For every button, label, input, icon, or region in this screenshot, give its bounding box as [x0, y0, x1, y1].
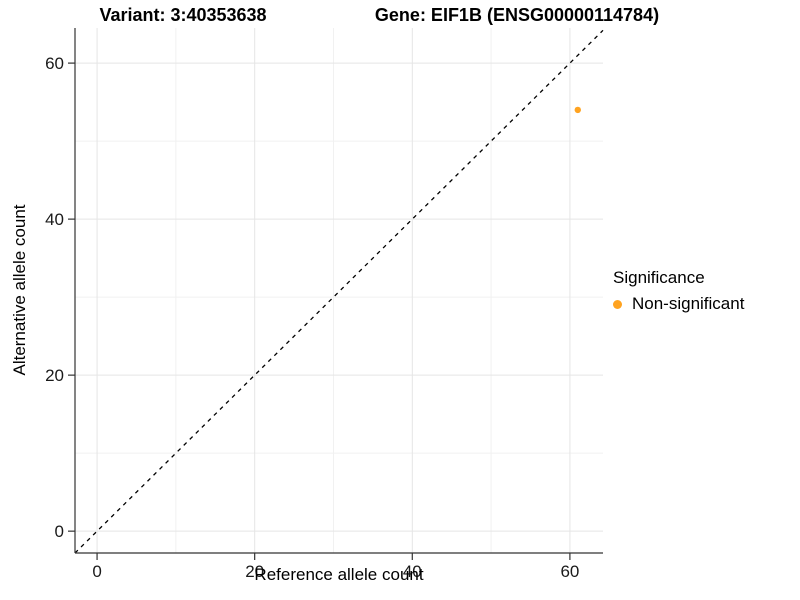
y-tick-label: 20: [45, 366, 64, 385]
variant-title: Variant: 3:40353638: [99, 5, 267, 25]
x-tick-label: 0: [92, 562, 101, 581]
x-axis-title: Reference allele count: [254, 565, 424, 584]
x-tick-label: 20: [245, 562, 264, 581]
x-tick-label: 40: [403, 562, 422, 581]
y-tick-label: 40: [45, 210, 64, 229]
identity-line: [74, 29, 604, 554]
y-tick-label: 60: [45, 54, 64, 73]
legend-point-icon: [613, 299, 622, 309]
legend-entry: Non-significant: [613, 294, 744, 314]
y-tick-label: 0: [55, 522, 64, 541]
legend-entry-label: Non-significant: [632, 294, 745, 313]
legend: Significance Non-significant: [613, 268, 744, 314]
x-tick-label: 60: [560, 562, 579, 581]
legend-title: Significance: [613, 268, 705, 287]
gene-title: Gene: EIF1B (ENSG00000114784): [374, 5, 660, 25]
data-point: [574, 106, 581, 114]
